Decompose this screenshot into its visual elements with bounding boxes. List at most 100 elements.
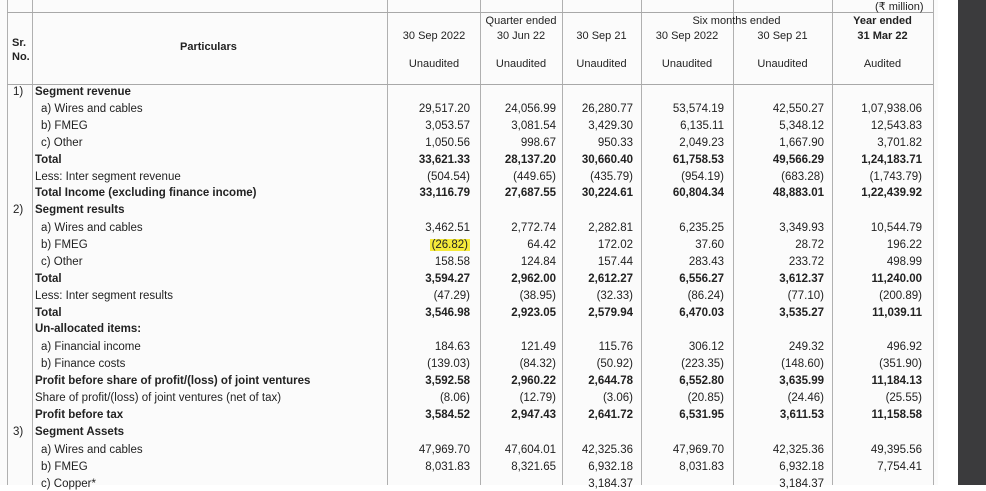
table-cell: (435.79) [590, 171, 633, 183]
table-cell: (25.55) [885, 392, 922, 404]
row-label: Segment results [35, 204, 125, 216]
table-cell: 6,556.27 [679, 273, 724, 285]
sr-no-header: Sr. No. [12, 37, 30, 63]
column-date-header: 30 Sep 21 [576, 30, 627, 42]
table-cell: 2,962.00 [511, 273, 556, 285]
column-divider [562, 0, 563, 485]
row-label: Total [35, 307, 62, 319]
table-cell: (20.85) [687, 392, 724, 404]
table-cell: (84.32) [519, 358, 556, 370]
table-cell: (86.24) [687, 290, 724, 302]
table-cell: (1,743.79) [869, 171, 922, 183]
table-cell: 61,758.53 [672, 154, 724, 166]
table-cell: 998.67 [520, 137, 556, 149]
column-date-header: 30 Jun 22 [496, 30, 546, 42]
table-cell: (954.19) [681, 171, 724, 183]
table-cell: 1,22,439.92 [861, 187, 922, 199]
table-cell: 10,544.79 [870, 222, 922, 234]
table-cell: 3,535.27 [779, 307, 824, 319]
table-cell: 42,550.27 [772, 103, 824, 115]
header-top-rule [7, 12, 933, 13]
row-label: Un-allocated items: [35, 323, 142, 335]
row-label: Less: Inter segment results [35, 290, 174, 302]
header-bottom-rule [7, 84, 933, 85]
column-divider [832, 0, 833, 485]
table-cell: 47,969.70 [672, 444, 724, 456]
table-cell: 28.72 [795, 239, 824, 251]
table-cell: (12.79) [519, 392, 556, 404]
table-cell: (148.60) [781, 358, 824, 370]
table-cell: 11,240.00 [871, 273, 922, 285]
table-cell: 3,594.27 [425, 273, 470, 285]
table-cell: 8,321.65 [511, 461, 556, 473]
table-cell: 2,947.43 [511, 409, 556, 421]
table-cell: 6,932.18 [588, 461, 633, 473]
particulars-header: Particulars [180, 41, 237, 53]
row-label: a) Wires and cables [41, 103, 143, 115]
row-label: Profit before share of profit/(loss) of … [35, 375, 311, 387]
table-cell: 498.99 [886, 256, 922, 268]
table-cell: (449.65) [513, 171, 556, 183]
table-cell: 28,137.20 [504, 154, 556, 166]
table-cell: 3,584.52 [425, 409, 470, 421]
table-cell: 49,566.29 [772, 154, 824, 166]
table-cell: 3,184.37 [588, 478, 633, 490]
table-cell: 47,604.01 [504, 444, 556, 456]
table-cell: 2,960.22 [511, 375, 556, 387]
table-cell: 3,081.54 [511, 120, 556, 132]
table-cell: 6,470.03 [679, 307, 724, 319]
column-date-header: 30 Sep 2022 [655, 30, 719, 42]
table-cell: 2,641.72 [588, 409, 633, 421]
table-cell: (504.54) [427, 171, 470, 183]
column-divider [733, 0, 734, 485]
table-cell: 7,754.41 [877, 461, 922, 473]
row-label: c) Copper* [41, 478, 96, 490]
row-number: 1) [13, 86, 24, 98]
table-cell: 249.32 [788, 341, 824, 353]
table-cell: 3,462.51 [425, 222, 470, 234]
table-cell: (223.35) [681, 358, 724, 370]
table-cell: (26.82) [429, 238, 470, 252]
scrollbar[interactable] [958, 0, 986, 485]
six-months-ended-header: Six months ended [692, 15, 781, 27]
table-cell: 124.84 [520, 256, 556, 268]
table-cell: 196.22 [886, 239, 922, 251]
table-cell: 37.60 [695, 239, 724, 251]
table-cell: 157.44 [597, 256, 633, 268]
table-cell: 2,612.27 [588, 273, 633, 285]
table-cell: (77.10) [787, 290, 824, 302]
audit-status-header: Unaudited [576, 58, 627, 70]
row-label: a) Financial income [41, 341, 141, 353]
financial-statement-page: (₹ million) Sr. No. Particulars Quarter … [7, 0, 934, 490]
table-border-left [7, 0, 8, 485]
table-cell: 2,282.81 [588, 222, 633, 234]
audit-status-header: Unaudited [757, 58, 808, 70]
row-label: Segment revenue [35, 86, 131, 98]
unit-note: (₹ million) [875, 1, 924, 13]
table-cell: 158.58 [434, 256, 470, 268]
table-cell: 2,049.23 [679, 137, 724, 149]
table-cell: 6,135.11 [680, 120, 724, 132]
table-cell: (139.03) [427, 358, 470, 370]
table-cell: 8,031.83 [679, 461, 724, 473]
table-cell: 6,932.18 [779, 461, 824, 473]
row-label: a) Wires and cables [41, 444, 143, 456]
table-cell: 950.33 [597, 137, 633, 149]
row-label: b) FMEG [41, 461, 88, 473]
table-cell: (50.92) [596, 358, 633, 370]
column-divider [480, 0, 481, 485]
table-cell: 3,611.53 [779, 409, 824, 421]
table-cell: 29,517.20 [418, 103, 470, 115]
table-cell: 53,574.19 [672, 103, 724, 115]
audit-status-header: Unaudited [661, 58, 713, 70]
row-label: Total Income (excluding finance income) [35, 187, 257, 199]
table-cell: (32.33) [596, 290, 633, 302]
quarter-ended-header: Quarter ended [485, 15, 557, 27]
table-cell: 3,635.99 [779, 375, 824, 387]
column-date-header: 30 Sep 2022 [402, 30, 466, 42]
row-number: 3) [13, 426, 24, 438]
table-cell: (3.06) [602, 392, 633, 404]
table-cell: 283.43 [688, 256, 724, 268]
table-cell: 49,395.56 [870, 444, 922, 456]
table-cell: (24.46) [787, 392, 824, 404]
